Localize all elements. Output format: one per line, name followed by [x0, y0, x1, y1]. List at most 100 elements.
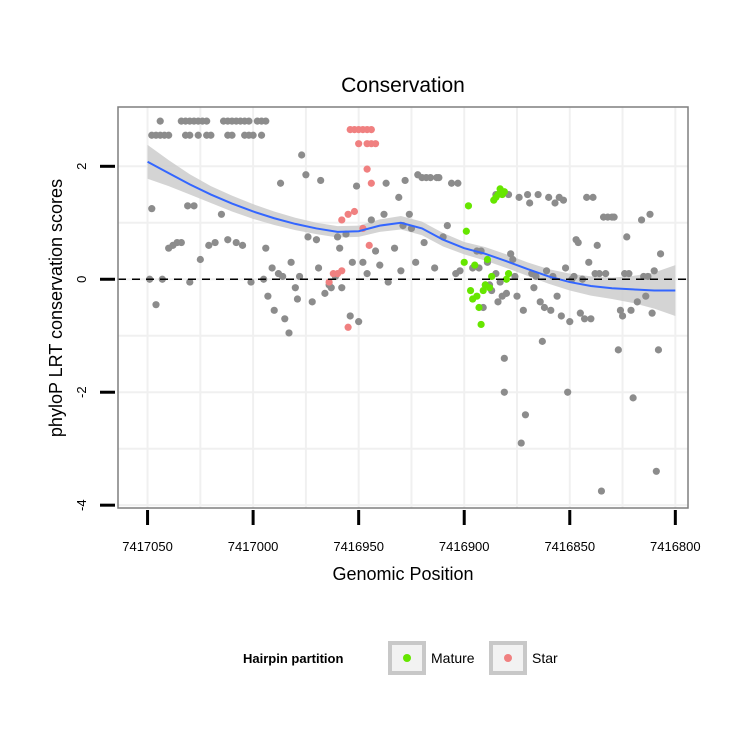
data-point-other: [355, 318, 363, 326]
data-point-other: [443, 222, 451, 230]
data-point-other: [431, 264, 439, 272]
data-point-other: [595, 270, 603, 278]
smooth-line-layer: [147, 160, 676, 292]
data-point-other: [249, 131, 257, 139]
data-point-other: [245, 117, 253, 125]
data-point-other: [602, 270, 610, 278]
chart-title: Conservation: [341, 74, 465, 97]
data-point-other: [542, 267, 551, 275]
data-point-other: [412, 258, 420, 266]
data-point-other: [456, 267, 464, 275]
data-point-other: [184, 202, 192, 210]
data-point-other: [257, 131, 266, 139]
data-point-star: [344, 210, 352, 218]
x-axis: 7417050 7417000 7416950 7416900 7416850 74168…: [122, 510, 701, 554]
data-point-mature: [462, 227, 470, 235]
data-point-other: [190, 202, 198, 210]
data-point-other: [205, 241, 213, 249]
data-point-other: [618, 312, 627, 320]
data-point-other: [314, 264, 323, 272]
data-point-other: [217, 210, 226, 218]
data-point-other: [530, 284, 538, 292]
data-point-star: [350, 207, 359, 216]
data-point-other: [232, 238, 240, 247]
data-point-other: [551, 199, 559, 207]
data-point-other: [614, 346, 622, 354]
data-point-other: [268, 264, 276, 272]
data-point-other: [363, 270, 371, 278]
data-point-other: [262, 117, 270, 125]
data-point-mature: [504, 270, 513, 278]
data-point-star: [338, 267, 346, 275]
data-point-other: [395, 193, 403, 201]
data-point-mature: [483, 255, 492, 264]
data-point-other: [633, 298, 641, 306]
data-point-other: [238, 241, 247, 249]
data-point-other: [540, 303, 549, 312]
data-point-other: [652, 467, 660, 475]
data-point-other: [534, 190, 542, 199]
data-point-other: [276, 179, 285, 187]
data-point-other: [401, 176, 409, 185]
data-point-other: [194, 131, 202, 139]
data-point-other: [589, 193, 597, 201]
data-point-other: [291, 284, 299, 292]
legend-marker-mature: [403, 654, 411, 662]
data-point-star: [325, 278, 333, 286]
data-point-other: [397, 267, 405, 275]
smooth-fit-line: [147, 160, 676, 292]
data-point-other: [327, 284, 335, 292]
data-point-other: [435, 173, 443, 182]
data-point-other: [610, 213, 618, 221]
data-point-other: [376, 261, 384, 269]
data-point-other: [285, 329, 293, 337]
data-point-other: [156, 117, 164, 125]
data-point-other: [587, 315, 595, 323]
data-point-mature: [479, 286, 487, 295]
data-point-other: [515, 193, 523, 201]
data-point-other: [317, 176, 325, 185]
data-point-other: [500, 354, 508, 362]
data-point-other: [186, 131, 194, 139]
data-point-other: [420, 238, 428, 247]
legend-title: Hairpin partition: [243, 651, 343, 666]
data-point-other: [426, 173, 435, 182]
data-point-other: [148, 205, 156, 213]
data-point-other: [312, 236, 321, 244]
data-point-other: [496, 278, 504, 286]
data-point-other: [371, 247, 380, 255]
data-point-other: [186, 278, 194, 286]
data-point-mature: [475, 303, 483, 312]
data-point-other: [648, 309, 656, 317]
y-tick-label: -2: [74, 386, 89, 398]
data-point-other: [545, 193, 553, 201]
data-point-other: [165, 131, 173, 139]
data-point-other: [304, 233, 312, 241]
data-point-other: [646, 210, 654, 218]
data-point-star: [367, 125, 375, 134]
x-tick-label: 7417050: [122, 539, 173, 554]
data-point-other: [511, 272, 519, 281]
data-point-other: [559, 196, 568, 204]
data-point-other: [566, 318, 574, 326]
data-point-other: [500, 388, 508, 396]
data-point-other: [279, 272, 287, 281]
data-point-other: [561, 264, 570, 272]
data-point-other: [454, 179, 462, 187]
data-point-other: [346, 312, 354, 320]
data-point-other: [447, 179, 456, 187]
legend-label-star: Star: [532, 650, 558, 666]
data-point-star: [355, 140, 363, 148]
data-point-other: [264, 292, 272, 300]
data-point-other: [348, 258, 356, 266]
data-point-other: [629, 394, 637, 402]
data-point-mature: [485, 284, 494, 292]
data-point-other: [507, 250, 515, 258]
data-point-mature: [471, 261, 479, 269]
data-point-other: [616, 306, 625, 314]
data-point-other: [644, 272, 652, 281]
data-point-other: [390, 244, 399, 252]
data-point-mature: [464, 202, 473, 210]
data-point-other: [509, 255, 517, 264]
